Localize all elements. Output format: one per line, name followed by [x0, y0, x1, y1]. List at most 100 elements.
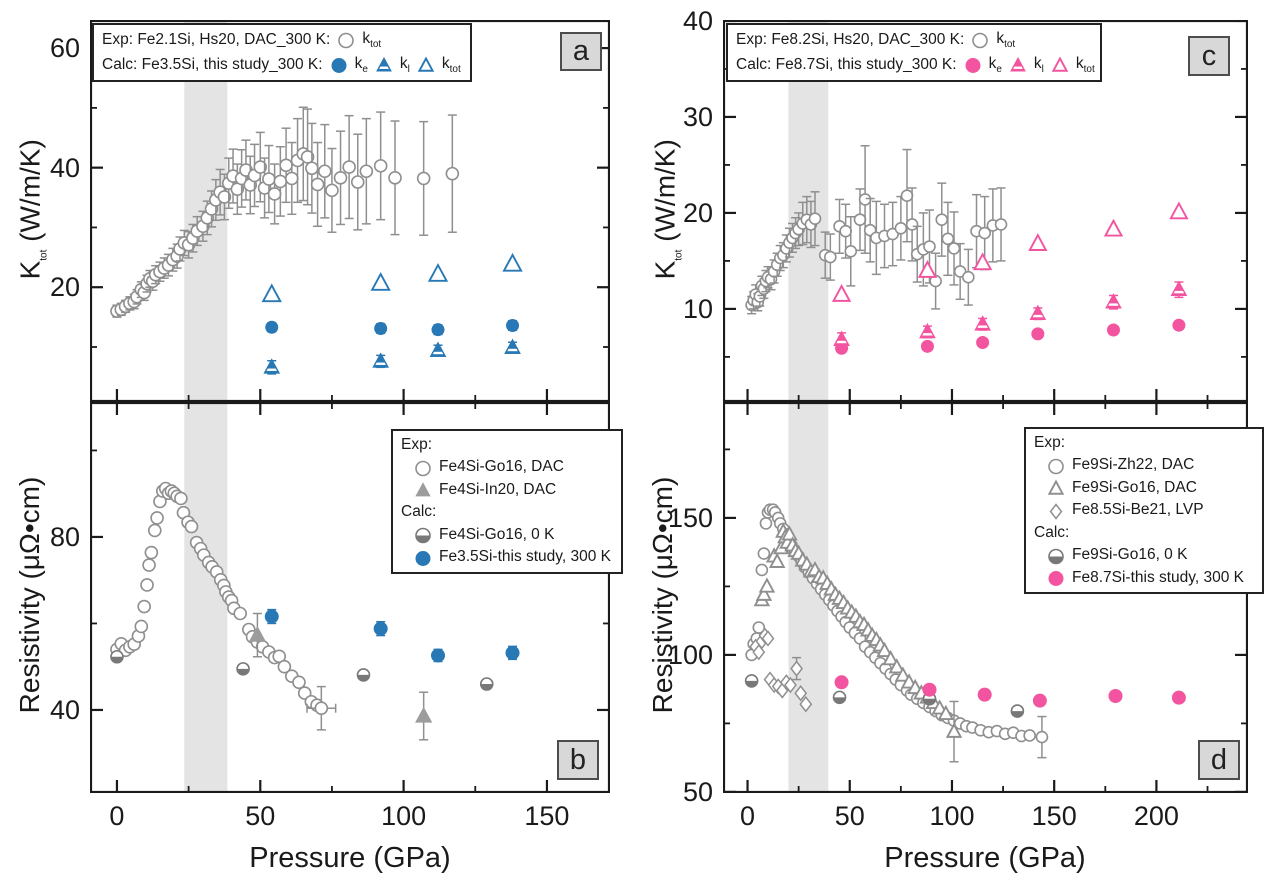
series-exp-Fe9Si-Go16-DAC — [753, 522, 963, 763]
y-tick-label: 100 — [667, 639, 713, 670]
circle-open-marker — [972, 32, 989, 49]
triangle-open-marker — [1051, 56, 1069, 72]
circle-open-marker — [253, 160, 268, 174]
diamond-open-marker — [752, 643, 766, 661]
legend-text: Exp: Fe8.2Si, Hs20, DAC_300 K: — [736, 31, 965, 49]
legend-text: Fe4Si-Go16, DAC — [439, 458, 564, 476]
triangle-open-marker — [502, 252, 523, 272]
circle-open-marker — [262, 172, 276, 186]
circle-fill-marker — [922, 682, 937, 697]
series-exp-Fe4Si-Go16-DAC — [110, 481, 337, 731]
y-tick-label: 40 — [49, 694, 80, 725]
circle-open-marker — [267, 187, 282, 201]
circle-fill-marker — [264, 609, 279, 624]
circle-half-marker — [237, 668, 250, 675]
circle-open-marker — [947, 242, 961, 255]
circle-fill-marker — [415, 550, 431, 566]
circle-open-marker — [1048, 458, 1064, 475]
circle-open-marker — [416, 171, 431, 186]
triangle-open-marker — [972, 252, 993, 271]
triangle-fill-marker — [248, 625, 267, 642]
triangle-open-marker — [1169, 201, 1189, 220]
legend-text: Exp: Fe2.1Si, Hs20, DAC_300 K: — [102, 31, 331, 49]
circle-fill-marker — [1048, 571, 1064, 587]
legend-row: Fe9Si-Go16, DAC — [1034, 477, 1254, 499]
legend-text: Calc: — [401, 503, 437, 521]
circle-fill-marker — [1171, 690, 1186, 705]
legend-row: Calc: Fe8.7Si, this study_300 K: ke kl ktot — [736, 53, 1095, 78]
circle-half-marker — [357, 674, 370, 681]
circle-open-marker — [142, 558, 156, 572]
triangle-fill-icon — [415, 482, 431, 497]
circle-fill-marker — [1032, 693, 1047, 708]
circle-half-marker — [1011, 711, 1024, 718]
circle-open-marker — [144, 545, 159, 560]
triangle-half-marker — [1029, 304, 1046, 320]
triangle-half-marker — [974, 315, 991, 331]
panel-b — [90, 402, 610, 793]
legend-row: Fe3.5Si-this study, 300 K — [401, 546, 613, 568]
circle-half-marker — [480, 684, 493, 691]
triangle-half-marker — [504, 338, 521, 354]
triangle-open-marker — [945, 722, 963, 738]
x-tick-label: 100 — [929, 801, 975, 831]
circle-fill-marker — [374, 321, 388, 335]
triangle-half-marker — [1105, 293, 1122, 309]
legend-a: Exp: Fe2.1Si, Hs20, DAC_300 K: ktot Calc: … — [92, 23, 472, 83]
triangle-open-marker — [888, 658, 906, 674]
circle-open-marker — [839, 224, 852, 238]
triangle-open-icon — [1047, 479, 1065, 495]
triangle-open-marker — [894, 666, 912, 682]
legend-text: Fe8.7Si-this study, 300 K — [1072, 568, 1245, 586]
circle-open-marker — [342, 160, 356, 174]
circle-open-marker — [853, 213, 867, 226]
y-tick-label: 20 — [49, 272, 80, 303]
x-axis-title-left: Pressure (GPa) — [249, 842, 451, 874]
circle-open-marker — [388, 171, 402, 185]
legend-text: ktot — [1075, 54, 1095, 75]
y-tick-label: 30 — [682, 101, 713, 132]
triangle-open-marker — [917, 260, 938, 278]
panel-label-d: d — [1198, 740, 1240, 780]
circle-open-marker — [894, 221, 908, 235]
circle-open-marker — [905, 218, 919, 231]
triangle-open-marker — [768, 552, 786, 568]
triangle-half-marker — [1170, 280, 1188, 296]
diamond-open-marker — [799, 696, 813, 713]
panel-border — [723, 20, 1248, 402]
circle-open-marker — [338, 32, 355, 49]
diamond-open-marker — [1049, 502, 1063, 520]
legend-text: (W/m/K) — [14, 139, 46, 250]
circle-open-marker — [300, 150, 315, 164]
x-tick-label: 0 — [740, 801, 756, 831]
triangle-half-marker — [919, 323, 936, 339]
circle-open-marker — [350, 175, 365, 189]
circle-open-icon — [972, 32, 989, 49]
circle-open-marker — [317, 164, 332, 179]
legend-text: Fe9Si-Zh22, DAC — [1072, 456, 1195, 474]
series-exp-Fe4Si-In20-DAC — [248, 612, 433, 741]
y-tick-label: 20 — [682, 197, 713, 228]
legend-text: ktot — [362, 30, 382, 51]
triangle-open-icon — [1051, 56, 1069, 72]
circle-open-marker — [844, 245, 858, 258]
series-calc-kl-Fe3.5Si — [263, 338, 521, 375]
circle-fill-marker — [505, 645, 520, 660]
triangle-half-icon — [1010, 56, 1026, 72]
legend-text: (W/m/K) — [649, 139, 681, 250]
circle-half-marker — [923, 698, 936, 705]
circle-open-icon — [415, 460, 431, 477]
circle-open-icon — [338, 32, 355, 49]
legend-text: ke — [988, 54, 1002, 75]
circle-fill-marker — [977, 687, 992, 702]
series-calc-ktot-Fe8.7Si — [831, 201, 1189, 302]
legend-d: Exp: Fe9Si-Zh22, DAC Fe9Si-Go16, DAC Fe8.5S… — [1024, 427, 1264, 595]
legend-text: Fe4Si-In20, DAC — [439, 480, 557, 498]
y-tick-label: 40 — [682, 5, 713, 36]
triangle-half-marker — [833, 330, 850, 346]
triangle-open-icon — [417, 56, 435, 72]
legend-row: Fe9Si-Go16, 0 K — [1034, 544, 1254, 566]
circle-half-marker — [1049, 556, 1063, 564]
panel-label-b: b — [557, 740, 599, 780]
legend-text: kl — [399, 54, 410, 75]
